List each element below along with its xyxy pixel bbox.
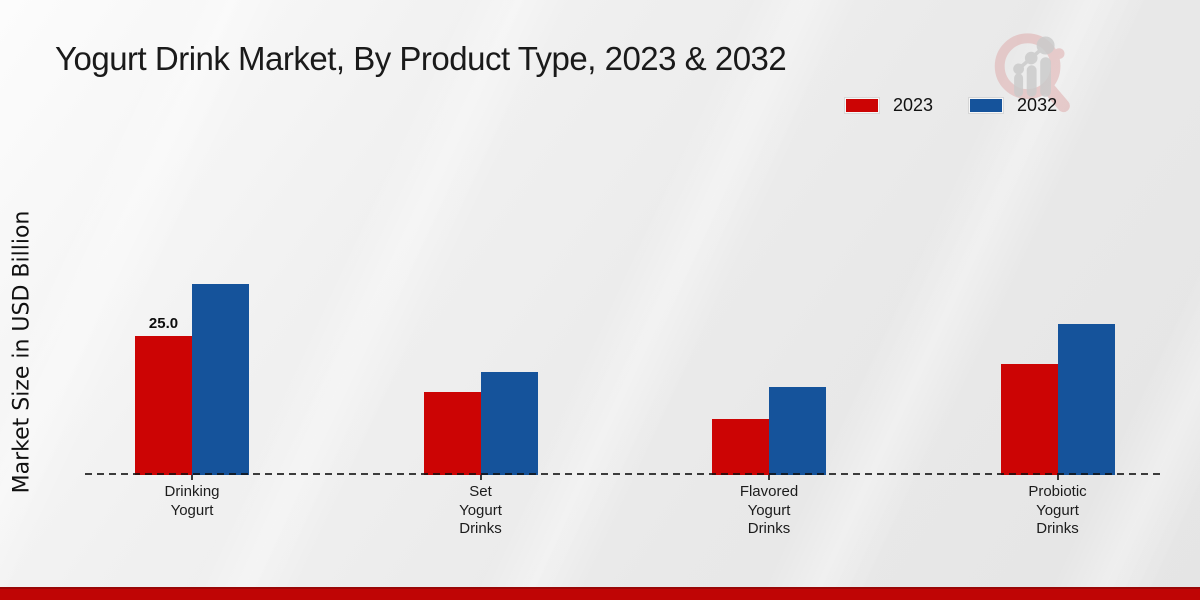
bar-2023-3: [1000, 363, 1058, 475]
legend-swatch-2023-icon: [845, 98, 879, 113]
bar-2023-2: [712, 419, 769, 475]
legend-label-2032: 2032: [1017, 95, 1058, 115]
category-label-0: Drinking Yogurt: [164, 483, 220, 519]
legend: 2023 2032: [845, 95, 1057, 116]
legend-item-2032: 2032: [969, 95, 1057, 116]
bar-2023-1: [423, 391, 481, 475]
legend-label-2023: 2023: [893, 95, 934, 115]
bar-value-label: 25.0: [148, 315, 179, 332]
bar-2023-0: [135, 336, 192, 475]
x-axis-baseline: [85, 473, 1163, 475]
x-axis-tick: [479, 475, 482, 480]
legend-swatch-2032-icon: [969, 98, 1004, 113]
legend-item-2023: 2023: [845, 95, 933, 116]
footer-band: [0, 587, 1200, 600]
bar-2032-3: [1057, 323, 1115, 475]
magnifier-bar-chart-logo-icon: [994, 33, 1070, 113]
x-axis-tick: [768, 475, 770, 480]
x-axis-tick: [1056, 475, 1059, 480]
category-label-3: Probiotic Yogurt Drinks: [1028, 483, 1087, 537]
x-axis-tick: [191, 475, 193, 480]
bar-2032-1: [480, 372, 538, 475]
category-label-1: Set Yogurt Drinks: [459, 483, 502, 537]
bar-2032-0: [192, 283, 249, 475]
category-label-2: Flavored Yogurt Drinks: [739, 483, 799, 537]
chart-title: Yogurt Drink Market, By Product Type, 20…: [55, 40, 787, 77]
bar-2032-2: [769, 387, 826, 475]
